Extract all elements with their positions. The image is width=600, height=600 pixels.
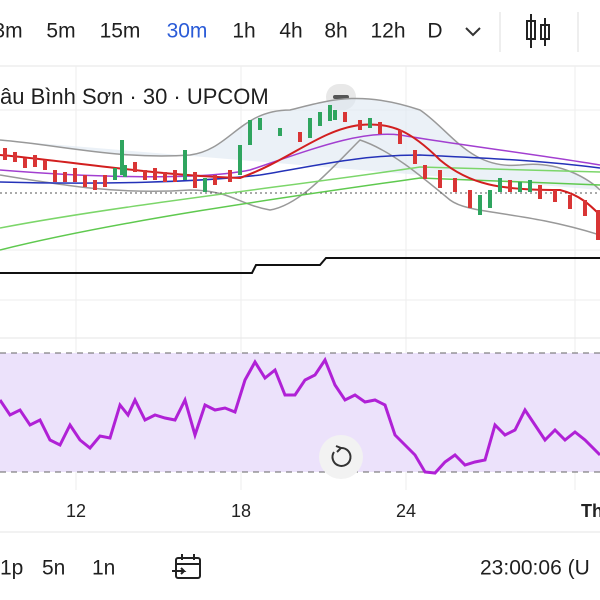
clock: 23:00:06 (U (480, 557, 590, 580)
reset-button[interactable] (319, 435, 363, 479)
interval-button[interactable]: 30m (167, 20, 208, 43)
chart-title: âu Bình Sơn · 30 · UPCOM (0, 84, 269, 109)
toolbar: 3m 5m 15m 30m 1h 4h 8h 12h D (0, 12, 579, 52)
range-button[interactable]: 5n (42, 557, 65, 580)
range-button[interactable]: 1p (0, 557, 23, 580)
interval-button[interactable]: 3m (0, 20, 23, 43)
chevron[interactable] (465, 27, 481, 37)
ma-green-2 (0, 177, 600, 251)
x-tick-label: 12 (66, 501, 86, 521)
range-button[interactable]: 1n (92, 557, 115, 580)
x-axis: 12 18 24 Th (66, 501, 600, 521)
candle-icon[interactable] (526, 14, 550, 48)
x-tick-label: Th (581, 501, 600, 521)
support-line (0, 257, 600, 274)
interval-button[interactable]: 15m (100, 20, 141, 43)
interval-button[interactable]: 5m (46, 20, 75, 43)
rsi-line (0, 356, 600, 475)
ma-blue (0, 154, 600, 184)
ma-purple (0, 133, 600, 178)
interval-button[interactable]: 4h (279, 20, 302, 43)
interval-button[interactable]: 8h (324, 20, 347, 43)
calendar-icon[interactable] (172, 554, 201, 579)
x-tick-label: 24 (396, 501, 416, 521)
rsi-band (0, 353, 600, 472)
interval-button[interactable]: D (427, 20, 442, 43)
interval-button[interactable]: 1h (232, 20, 255, 43)
interval-button[interactable]: 12h (370, 20, 405, 43)
x-tick-label: 18 (231, 501, 251, 521)
bollinger-lower (0, 139, 600, 236)
bollinger-upper (0, 97, 600, 191)
ma-green (0, 166, 600, 229)
reset-icon (331, 446, 352, 467)
price-plot (0, 97, 600, 274)
reset-arrow (335, 445, 343, 453)
candles-up (113, 105, 532, 215)
candles-down (3, 112, 600, 240)
bottom-bar: 23:00:06 (U 1p 5n 1n (0, 554, 590, 580)
